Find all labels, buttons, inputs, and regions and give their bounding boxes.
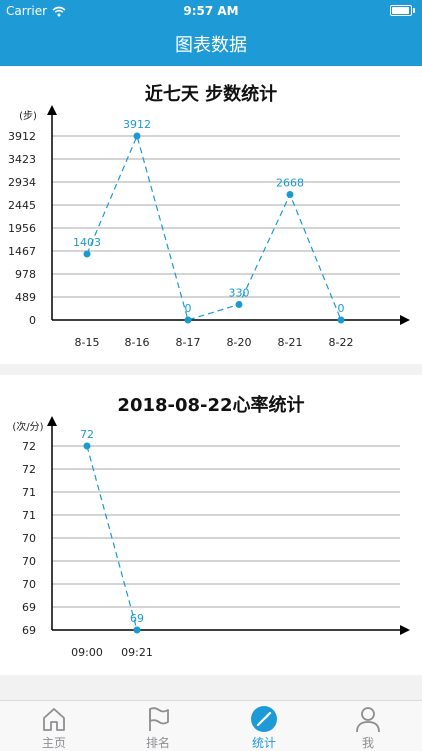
home-icon [43, 708, 65, 731]
tab-statistics[interactable]: 统计 [224, 701, 304, 751]
y-tick-label: 71 [22, 486, 36, 499]
status-bar: Carrier 9:57 AM [0, 0, 422, 22]
data-point [83, 442, 91, 450]
x-tick-label: 8-17 [176, 336, 201, 349]
data-point [133, 626, 141, 634]
data-label: 69 [130, 612, 144, 625]
tab-home-label: 主页 [41, 736, 66, 750]
x-tick-label: 8-15 [75, 336, 100, 349]
x-tick-label: 8-20 [227, 336, 252, 349]
carrier-label: Carrier [6, 4, 48, 18]
battery-icon [390, 5, 415, 16]
heart-rate-chart-card: 2018-08-22心率统计 69 69 70 70 70 71 71 72 72 (次/分) 09… [0, 375, 422, 675]
heart-rate-chart: 69 69 70 70 70 71 71 72 72 (次/分) 09:00 09:21 72 69 [12, 416, 410, 659]
data-label: 0 [338, 302, 345, 315]
data-label: 72 [80, 428, 94, 441]
tab-statistics-label: 统计 [251, 736, 276, 750]
y-tick-label: 0 [29, 314, 36, 327]
series-line [86, 445, 138, 631]
y-tick-label: 489 [15, 291, 36, 304]
y-tick-label: 3423 [8, 153, 36, 166]
tab-home[interactable]: 主页 [14, 701, 94, 751]
y-tick-label: 2445 [8, 199, 36, 212]
data-label: 330 [229, 286, 250, 299]
tab-me-label: 我 [361, 736, 374, 750]
data-point [83, 250, 91, 258]
tab-me[interactable]: 我 [328, 701, 408, 751]
y-tick-label: 1467 [8, 245, 36, 258]
data-point [133, 132, 141, 140]
tab-ranking[interactable]: 排名 [118, 701, 198, 751]
wifi-icon [52, 6, 66, 16]
x-tick-label: 8-21 [278, 336, 303, 349]
nav-bar: 图表数据 [0, 22, 422, 66]
x-tick-label: 09:21 [121, 646, 153, 659]
y-tick-label: 69 [22, 624, 36, 637]
data-point [286, 191, 294, 199]
status-left: Carrier [6, 4, 66, 18]
x-axis-arrow [400, 315, 410, 325]
person-icon [356, 707, 380, 733]
heart-rate-chart-title: 2018-08-22心率统计 [117, 395, 305, 416]
x-tick-label: 8-22 [329, 336, 354, 349]
compass-icon [251, 706, 277, 732]
y-tick-label: 71 [22, 509, 36, 522]
y-tick-label: 72 [22, 440, 36, 453]
page-title: 图表数据 [175, 35, 247, 56]
y-tick-label: 3912 [8, 130, 36, 143]
data-label: 3912 [123, 118, 151, 131]
steps-chart-card: 近七天 步数统计 0 489 978 1467 1956 2445 2934 3423 3912… [0, 66, 422, 364]
tab-ranking-label: 排名 [145, 736, 170, 750]
steps-chart-title: 近七天 步数统计 [144, 84, 278, 105]
data-label: 0 [185, 302, 192, 315]
data-point [235, 300, 243, 308]
status-time: 9:57 AM [183, 4, 239, 18]
data-label: 1403 [73, 236, 101, 249]
battery-level [392, 7, 410, 14]
y-tick-label: 70 [22, 555, 36, 568]
y-axis-label: (步) [19, 110, 37, 122]
flag-icon [149, 707, 169, 731]
series-line [86, 134, 342, 321]
y-axis-arrow [47, 105, 57, 115]
data-point [184, 316, 192, 324]
x-tick-label: 09:00 [71, 646, 103, 659]
x-axis-arrow [400, 625, 410, 635]
y-tick-label: 70 [22, 578, 36, 591]
tab-bar: 主页 排名 统计 我 [0, 700, 422, 751]
y-tick-label: 70 [22, 532, 36, 545]
y-tick-label: 1956 [8, 222, 36, 235]
y-tick-label: 2934 [8, 176, 36, 189]
y-tick-label: 72 [22, 463, 36, 476]
steps-chart: 0 489 978 1467 1956 2445 2934 3423 3912 (步) 8-15 8-… [8, 105, 410, 349]
y-tick-label: 69 [22, 601, 36, 614]
data-label: 2668 [276, 177, 304, 190]
x-tick-label: 8-16 [125, 336, 150, 349]
data-point [337, 316, 345, 324]
y-axis-arrow [47, 416, 57, 426]
y-axis-label: (次/分) [12, 420, 43, 433]
y-tick-label: 978 [15, 268, 36, 281]
